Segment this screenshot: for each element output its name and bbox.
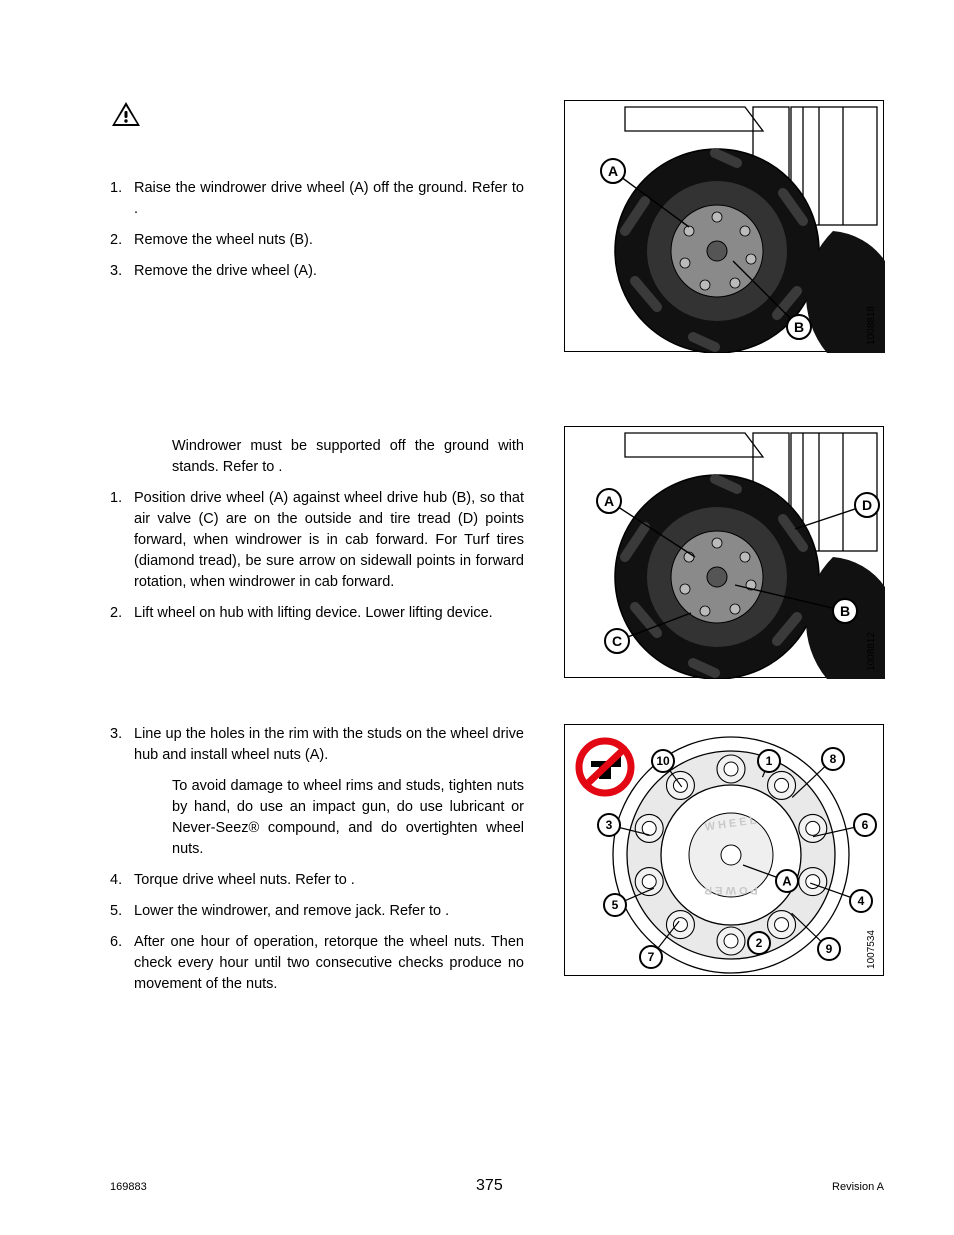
- figure-2: A D B C 1008812: [564, 426, 884, 678]
- step-remove-3: Remove the drive wheel (A).: [134, 261, 524, 282]
- callout-C: C: [612, 633, 622, 649]
- figure-3: W H E E L P O W E R 12345678910 A: [564, 724, 884, 976]
- step-remove-1: Raise the windrower drive wheel (A) off …: [134, 178, 524, 220]
- torque-seq-1: 1: [766, 754, 773, 768]
- removal-steps: Raise the windrower drive wheel (A) off …: [110, 178, 524, 282]
- figure-2-id: 1008812: [866, 632, 877, 671]
- prohibit-icon: [579, 741, 631, 793]
- install-steps-first: Position drive wheel (A) against wheel d…: [110, 488, 524, 624]
- step-install-3: Line up the holes in the rim with the st…: [134, 724, 524, 766]
- torque-seq-9: 9: [826, 942, 833, 956]
- torque-seq-7: 7: [648, 950, 655, 964]
- figure-1-id: 1008818: [866, 306, 877, 345]
- step-remove-2: Remove the wheel nuts (B).: [134, 230, 524, 251]
- install-steps-second: Line up the holes in the rim with the st…: [110, 724, 524, 766]
- torque-seq-6: 6: [862, 818, 869, 832]
- figure-1: A B 1008818: [564, 100, 884, 352]
- step-install-1: Position drive wheel (A) against wheel d…: [134, 488, 524, 593]
- torque-seq-2: 2: [756, 936, 763, 950]
- torque-seq-8: 8: [830, 752, 837, 766]
- step-install-5: Lower the windrower, and remove jack. Re…: [134, 901, 524, 922]
- caution-note: To avoid damage to wheel rims and studs,…: [172, 776, 524, 860]
- callout-B: B: [794, 319, 804, 335]
- revision: Revision A: [832, 1181, 884, 1193]
- doc-number: 169883: [110, 1181, 147, 1193]
- install-steps-third: Torque drive wheel nuts. Refer to . Lowe…: [110, 870, 524, 995]
- torque-seq-4: 4: [858, 894, 865, 908]
- step-install-2: Lift wheel on hub with lifting device. L…: [134, 603, 524, 624]
- torque-seq-3: 3: [606, 818, 613, 832]
- warning-icon: [110, 100, 142, 128]
- callout-A: A: [608, 163, 618, 179]
- callout-B2: B: [840, 603, 850, 619]
- callout-D: D: [862, 497, 872, 513]
- step-install-6: After one hour of operation, retorque th…: [134, 932, 524, 995]
- svg-text:P O W E R: P O W E R: [704, 884, 758, 896]
- callout-A3: A: [782, 874, 792, 889]
- page-number: 375: [476, 1177, 503, 1195]
- torque-seq-5: 5: [612, 898, 619, 912]
- torque-seq-10: 10: [656, 754, 670, 768]
- step-install-4: Torque drive wheel nuts. Refer to .: [134, 870, 524, 891]
- callout-A2: A: [604, 493, 614, 509]
- install-intro-note: Windrower must be supported off the grou…: [172, 436, 524, 478]
- figure-3-id: 1007534: [866, 930, 877, 969]
